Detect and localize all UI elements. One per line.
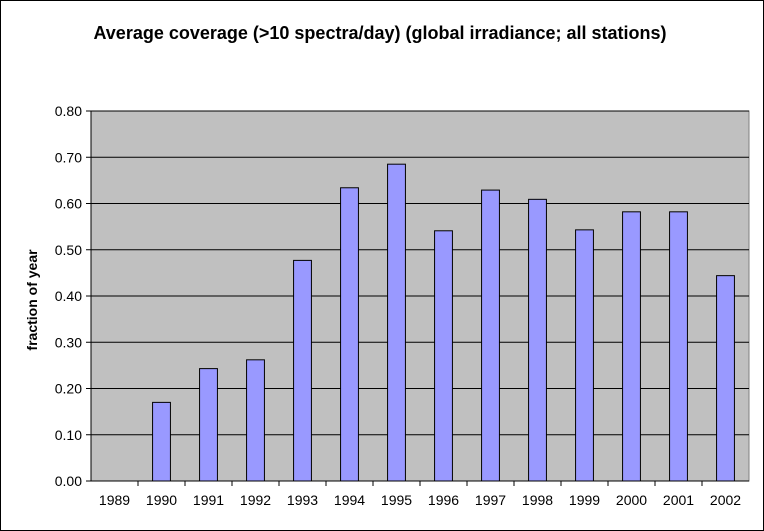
bar bbox=[528, 198, 547, 482]
bars bbox=[152, 163, 735, 482]
bar bbox=[481, 189, 500, 482]
x-tick-label: 1993 bbox=[287, 492, 318, 508]
x-tick-label: 2000 bbox=[616, 492, 647, 508]
bar bbox=[716, 275, 735, 482]
y-tick-label: 0.70 bbox=[55, 149, 82, 165]
x-tick-label: 1995 bbox=[381, 492, 412, 508]
y-tick-label: 0.00 bbox=[55, 473, 82, 489]
y-tick-labels: 0.00 0.10 0.20 0.30 0.40 0.50 0.60 0.70 0.80 bbox=[55, 103, 82, 489]
y-tick-label: 0.80 bbox=[55, 103, 82, 119]
bar bbox=[293, 259, 312, 482]
y-tick-label: 0.60 bbox=[55, 196, 82, 212]
axes bbox=[86, 110, 749, 486]
y-tick-label: 0.40 bbox=[55, 288, 82, 304]
x-tick-label: 1998 bbox=[522, 492, 553, 508]
y-tick-label: 0.30 bbox=[55, 334, 82, 350]
x-tick-label: 1991 bbox=[193, 492, 224, 508]
y-tick-label: 0.50 bbox=[55, 242, 82, 258]
x-tick-labels: 1989 1990 1991 1992 1993 1994 1995 1996 1997 1998… bbox=[99, 492, 741, 508]
x-tick-label: 1997 bbox=[475, 492, 506, 508]
x-tick-label: 1989 bbox=[99, 492, 130, 508]
x-tick-label: 1999 bbox=[569, 492, 600, 508]
bar bbox=[387, 163, 406, 482]
bar bbox=[622, 211, 641, 482]
bar bbox=[575, 229, 594, 482]
x-tick-label: 1992 bbox=[240, 492, 271, 508]
x-tick-label: 1996 bbox=[428, 492, 459, 508]
y-tick-label: 0.20 bbox=[55, 381, 82, 397]
y-tick-label: 0.10 bbox=[55, 427, 82, 443]
bar bbox=[434, 230, 453, 482]
bar bbox=[340, 187, 359, 482]
x-tick-label: 2001 bbox=[663, 492, 694, 508]
bar bbox=[152, 401, 171, 482]
chart-title: Average coverage (>10 spectra/day) (glob… bbox=[93, 23, 667, 43]
bar bbox=[669, 211, 688, 482]
x-tick-label: 1994 bbox=[334, 492, 365, 508]
bar bbox=[199, 368, 218, 482]
bar bbox=[246, 359, 265, 482]
x-tick-label: 1990 bbox=[146, 492, 177, 508]
x-tick-label: 2002 bbox=[710, 492, 741, 508]
